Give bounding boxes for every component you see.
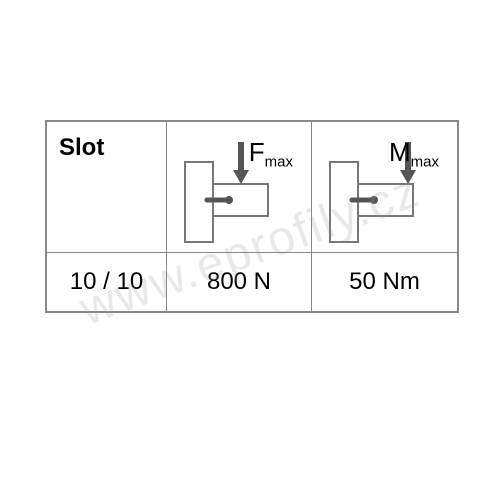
table-header-row: Slot bbox=[47, 122, 457, 253]
slot-label: Slot bbox=[59, 134, 104, 162]
moment-diagram: Mmax bbox=[312, 122, 457, 252]
fmax-header-cell: Fmax bbox=[167, 122, 312, 252]
mmax-sub: max bbox=[411, 153, 439, 170]
table-data-row: 10 / 10 800 N 50 Nm bbox=[47, 253, 457, 311]
fmax-sub: max bbox=[265, 153, 293, 170]
force-value-cell: 800 N bbox=[167, 253, 312, 311]
fmax-label: Fmax bbox=[249, 137, 293, 170]
slot-value-cell: 10 / 10 bbox=[47, 253, 167, 311]
mmax-header-cell: Mmax bbox=[312, 122, 457, 252]
fmax-main: F bbox=[249, 137, 265, 167]
mmax-label: Mmax bbox=[389, 137, 439, 170]
moment-value-cell: 50 Nm bbox=[312, 253, 457, 311]
mmax-main: M bbox=[389, 137, 411, 167]
force-diagram: Fmax bbox=[167, 122, 311, 252]
slot-value: 10 / 10 bbox=[70, 268, 143, 296]
container: Slot bbox=[0, 0, 500, 500]
force-value: 800 N bbox=[207, 268, 271, 296]
slot-header-cell: Slot bbox=[47, 122, 167, 252]
spec-table: Slot bbox=[45, 120, 459, 313]
moment-value: 50 Nm bbox=[349, 268, 420, 296]
